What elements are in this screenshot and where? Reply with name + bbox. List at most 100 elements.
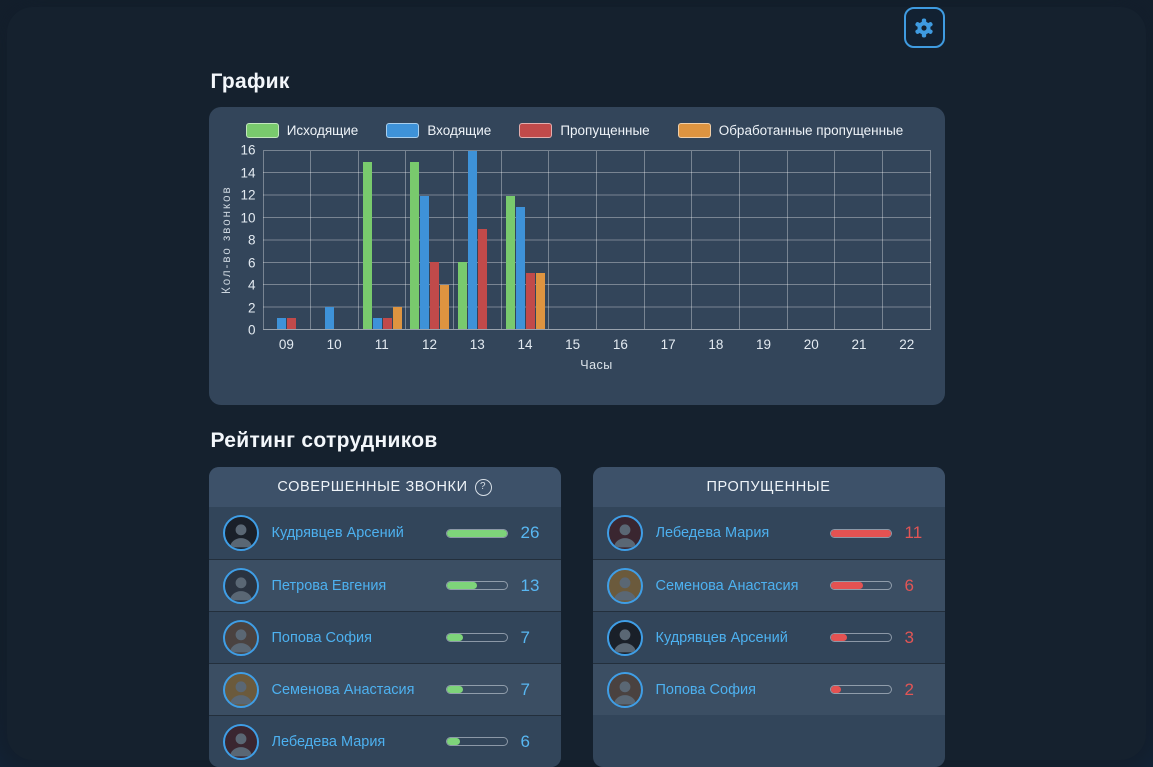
person-icon bbox=[229, 576, 252, 600]
progress-track bbox=[445, 737, 508, 746]
completed-calls-rows: Кудрявцев Арсений 26 Петрова Евгения 13 Попо… bbox=[208, 507, 561, 767]
y-tick-label: 12 bbox=[240, 187, 256, 203]
progress-track bbox=[445, 528, 508, 538]
bar-incoming bbox=[515, 206, 525, 329]
y-tick-label: 2 bbox=[247, 300, 256, 315]
bar-missed bbox=[382, 317, 392, 329]
avatar bbox=[222, 515, 259, 551]
settings-button[interactable] bbox=[903, 7, 945, 48]
legend-swatch-missed bbox=[519, 123, 553, 138]
legend-item-incoming: Входящие bbox=[386, 123, 491, 138]
table-row[interactable]: Кудрявцев Арсений 3 bbox=[592, 611, 945, 663]
table-row[interactable]: Кудрявцев Арсений 26 bbox=[208, 507, 561, 559]
calls-chart-panel: Исходящие Входящие Пропущенные Обработанные… bbox=[208, 107, 945, 405]
call-count: 7 bbox=[520, 627, 530, 647]
rating-section-title: Рейтинг сотрудников bbox=[210, 429, 438, 452]
avatar bbox=[606, 567, 643, 604]
progress-fill bbox=[830, 634, 847, 641]
bar-incoming bbox=[372, 317, 382, 329]
employee-name: Кудрявцев Арсений bbox=[655, 629, 788, 646]
chart-slot-14 bbox=[500, 151, 549, 329]
bar-incoming bbox=[324, 306, 334, 329]
call-count: 2 bbox=[904, 679, 914, 699]
person-icon bbox=[613, 576, 636, 600]
x-tick-label: 20 bbox=[803, 337, 819, 352]
call-count: 3 bbox=[904, 627, 914, 647]
y-tick-label: 4 bbox=[247, 277, 256, 293]
person-icon bbox=[229, 524, 252, 548]
y-tick-label: 8 bbox=[247, 232, 256, 248]
help-icon[interactable] bbox=[474, 478, 492, 496]
call-count: 13 bbox=[520, 575, 540, 595]
bar-outgoing bbox=[410, 162, 420, 329]
progress-fill bbox=[446, 738, 461, 745]
call-count: 11 bbox=[904, 523, 923, 542]
chart-slot-11 bbox=[357, 151, 406, 329]
avatar bbox=[222, 619, 259, 656]
bar-missed bbox=[477, 228, 487, 329]
x-tick-label: 16 bbox=[612, 337, 628, 352]
y-tick-label: 14 bbox=[240, 165, 256, 180]
table-row[interactable]: Семенова Анастасия 7 bbox=[208, 663, 561, 715]
person-icon bbox=[229, 628, 252, 652]
chart-slot-13 bbox=[453, 151, 501, 329]
person-icon bbox=[613, 680, 636, 704]
legend-label-missed: Пропущенные bbox=[560, 123, 650, 138]
x-axis-title: Часы bbox=[580, 358, 613, 372]
chart-slot-20 bbox=[786, 151, 835, 329]
completed-calls-header: СОВЕРШЕННЫЕ ЗВОНКИ bbox=[208, 467, 561, 507]
table-row[interactable]: Попова София 7 bbox=[208, 611, 561, 663]
gear-icon bbox=[915, 18, 933, 37]
chart-grid bbox=[262, 150, 931, 330]
progress-track bbox=[445, 581, 508, 590]
person-icon bbox=[613, 524, 636, 548]
bar-missed bbox=[430, 262, 440, 329]
chart-slot-10 bbox=[310, 151, 358, 329]
table-row[interactable]: Попова София 2 bbox=[592, 663, 945, 715]
legend-label-outgoing: Исходящие bbox=[286, 123, 359, 138]
call-count: 6 bbox=[904, 575, 914, 595]
x-tick-label: 14 bbox=[517, 337, 533, 352]
x-tick-label: 09 bbox=[278, 337, 294, 352]
table-row[interactable]: Лебедева Мария 11 bbox=[592, 507, 945, 559]
missed-calls-title: ПРОПУЩЕННЫЕ bbox=[706, 479, 831, 495]
avatar bbox=[606, 671, 643, 708]
avatar bbox=[606, 515, 643, 551]
x-tick-label: 12 bbox=[422, 337, 438, 352]
bar-incoming bbox=[467, 151, 477, 329]
progress-fill bbox=[830, 582, 864, 589]
x-tick-label: 17 bbox=[660, 337, 676, 352]
avatar bbox=[222, 567, 259, 604]
chart-slot-21 bbox=[834, 151, 882, 329]
bar-missed bbox=[525, 273, 535, 329]
chart-slot-19 bbox=[738, 151, 787, 329]
bar-missed bbox=[287, 317, 297, 329]
bar-outgoing bbox=[505, 195, 515, 329]
bar-incoming bbox=[277, 317, 287, 329]
x-tick-label: 13 bbox=[469, 337, 485, 352]
progress-track bbox=[829, 633, 892, 642]
employee-name: Семенова Анастасия bbox=[271, 681, 415, 698]
legend-item-missed: Пропущенные bbox=[519, 123, 650, 138]
employee-name: Лебедева Мария bbox=[271, 733, 386, 750]
person-icon bbox=[613, 628, 636, 652]
table-row[interactable]: Лебедева Мария 6 bbox=[208, 715, 561, 767]
bar-handled-missed bbox=[535, 273, 545, 329]
bar-handled-missed bbox=[392, 306, 402, 329]
progress-track bbox=[445, 633, 508, 642]
legend-swatch-incoming bbox=[386, 123, 420, 138]
table-row[interactable]: Петрова Евгения 13 bbox=[208, 559, 561, 611]
y-axis-title: Кол-во звонков bbox=[220, 185, 233, 295]
y-axis-ticks: 16 14 12 10 8 6 4 2 0 bbox=[235, 143, 263, 338]
bar-outgoing bbox=[362, 162, 372, 329]
progress-track bbox=[445, 685, 508, 694]
avatar bbox=[222, 671, 259, 708]
legend-swatch-handled-missed bbox=[677, 123, 711, 138]
table-row[interactable]: Семенова Анастасия 6 bbox=[592, 559, 945, 611]
legend-item-outgoing: Исходящие bbox=[245, 123, 359, 138]
completed-calls-table: СОВЕРШЕННЫЕ ЗВОНКИ Кудрявцев Арсений 26 Пе… bbox=[208, 467, 561, 767]
progress-fill bbox=[446, 686, 463, 693]
bar-incoming bbox=[420, 195, 430, 329]
employee-name: Семенова Анастасия bbox=[655, 577, 799, 594]
chart-slot-09 bbox=[262, 151, 311, 329]
